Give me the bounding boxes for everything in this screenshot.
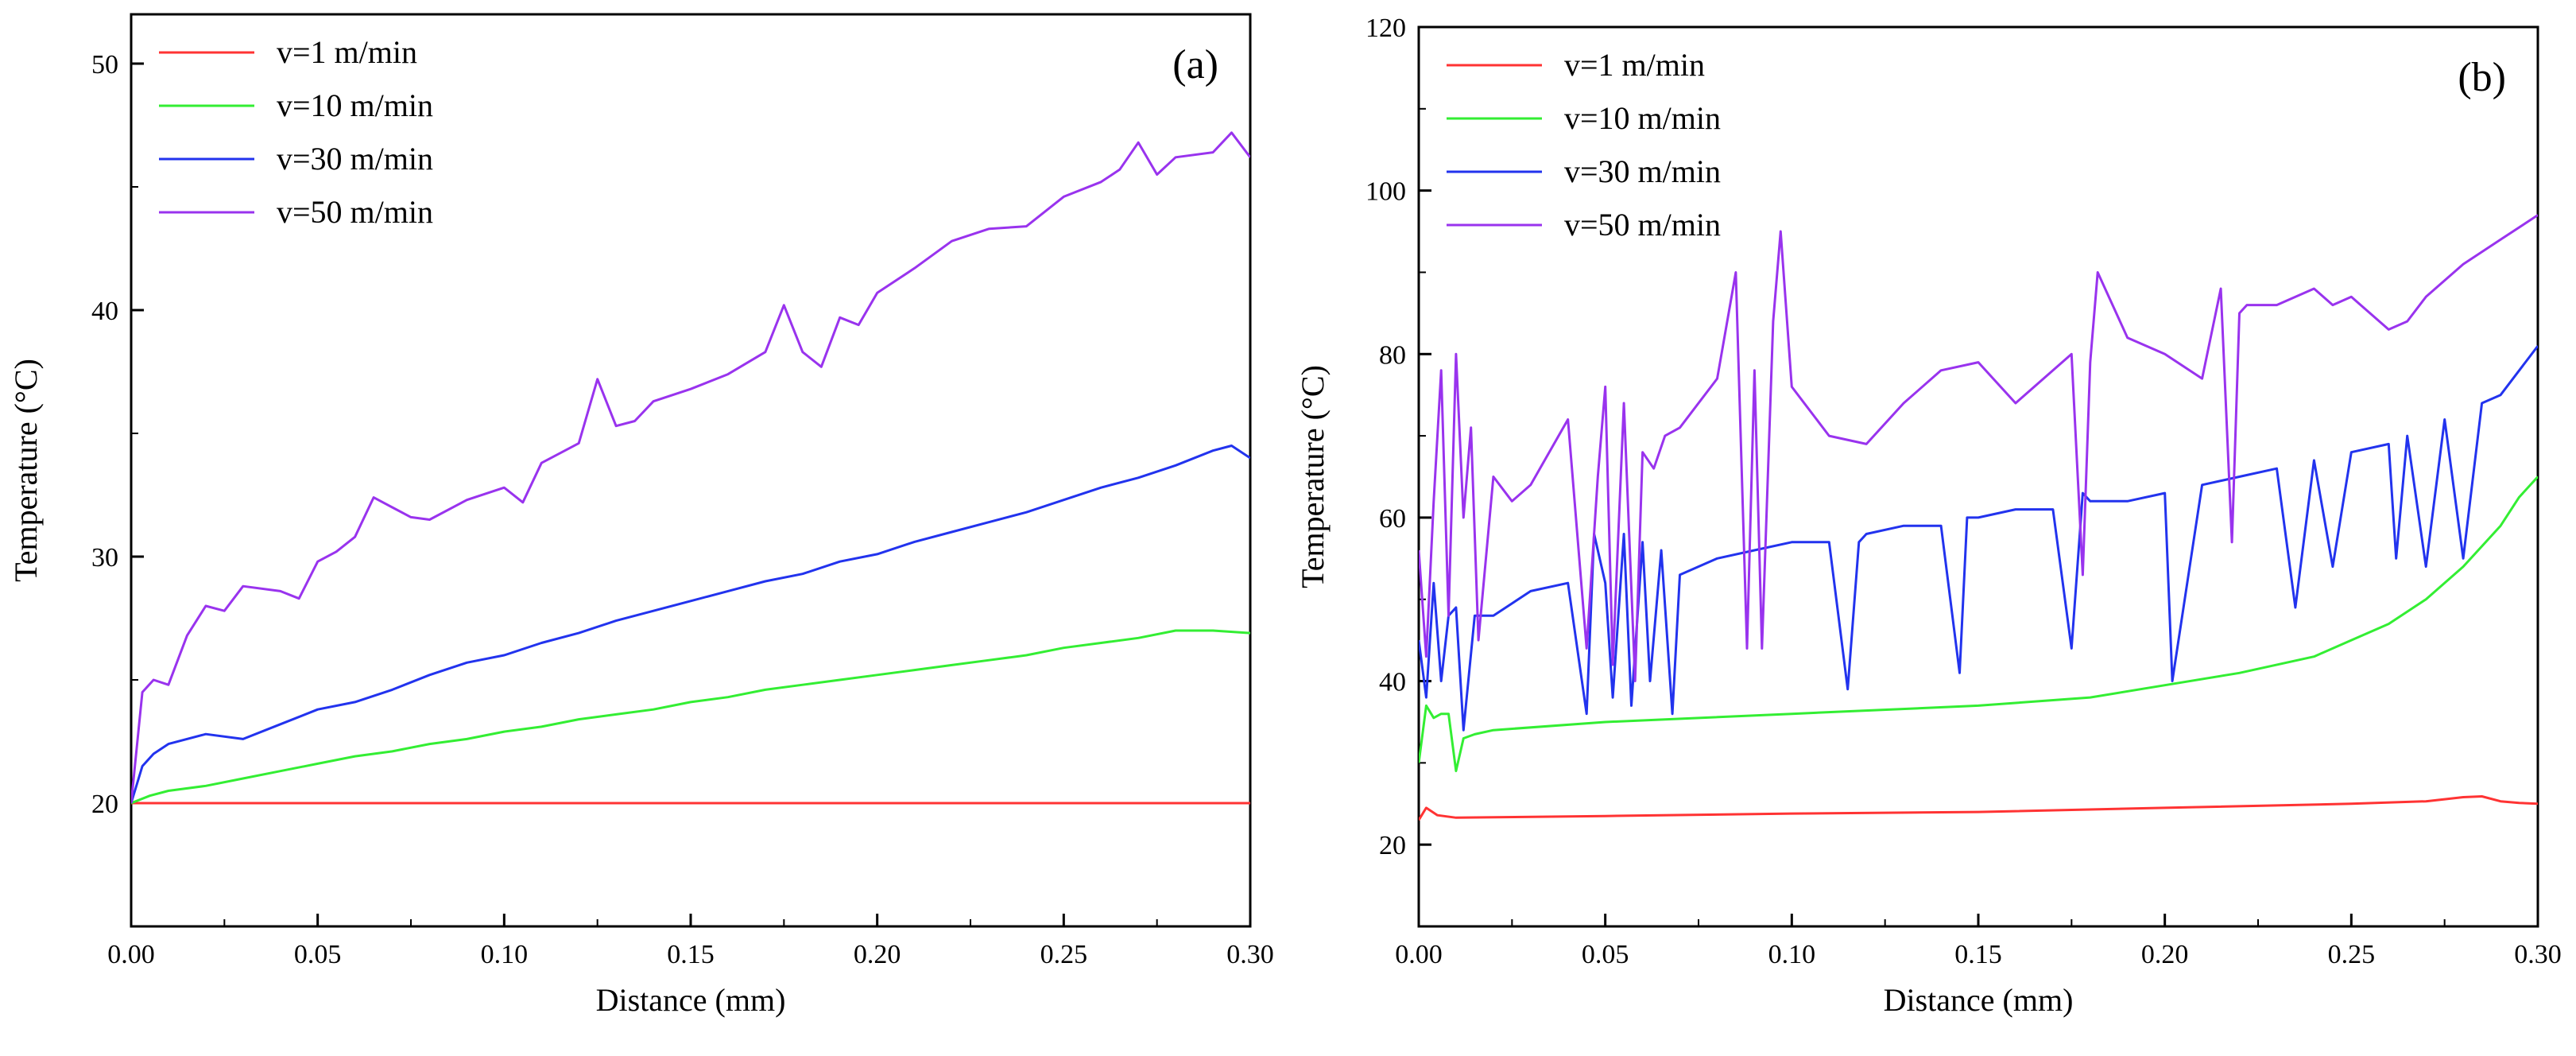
y-tick-label: 100 [1365,177,1406,207]
series-line-v-50-m-min [131,131,1250,804]
x-axis-title: Distance (mm) [1884,982,2074,1018]
series-line-v-1-m-min [1419,795,2538,821]
x-axis-title: Distance (mm) [596,982,786,1018]
panel-label: (b) [2458,55,2506,100]
x-tick-label: 0.30 [2514,940,2562,969]
x-tick-label: 0.25 [2328,940,2376,969]
y-tick-label: 80 [1379,340,1406,370]
series-line-v-30-m-min [131,445,1250,804]
x-tick-label: 0.05 [294,940,342,969]
legend-label: v=50 m/min [1564,207,1721,243]
series-line-v-30-m-min [1419,345,2538,732]
legend-label: v=1 m/min [277,34,417,70]
x-tick-label: 0.00 [107,940,155,969]
y-axis-title: Temperature (°C) [8,359,44,582]
legend-label: v=1 m/min [1564,47,1705,83]
x-tick-label: 0.10 [481,940,529,969]
chart-panel-a: 0.00 0.05 0.10 0.15 0.20 0.25 0.30 20 30 40 50 Dist… [8,13,1274,1018]
legend-label: v=10 m/min [1564,100,1721,136]
y-tick-label: 40 [1379,668,1406,697]
y-tick-label: 20 [1379,831,1406,860]
y-tick-label: 40 [91,297,118,326]
x-tick-label: 0.15 [667,940,715,969]
legend-label: v=50 m/min [277,194,433,230]
series-line-v-10-m-min [1419,476,2538,773]
y-tick-label: 60 [1379,504,1406,534]
x-tick-label: 0.15 [1954,940,2002,969]
x-tick-label: 0.00 [1395,940,1443,969]
y-tick-label: 30 [91,543,118,573]
y-tick-label: 50 [91,50,118,80]
chart-panel-b: 0.00 0.05 0.10 0.15 0.20 0.25 0.30 20 40 60 80 100 1… [1295,14,2562,1018]
x-tick-label: 0.05 [1582,940,1629,969]
series-line-v-50-m-min [1419,214,2538,682]
y-tick-label: 20 [91,790,118,819]
legend-label: v=30 m/min [277,141,433,177]
x-tick-label: 0.25 [1040,940,1088,969]
panel-label: (a) [1172,42,1218,87]
y-tick-label: 120 [1365,14,1406,43]
x-tick-label: 0.20 [854,940,901,969]
y-axis-title: Temperature (°C) [1295,365,1331,588]
legend-label: v=10 m/min [277,87,433,123]
x-tick-label: 0.30 [1226,940,1274,969]
x-tick-label: 0.20 [2141,940,2189,969]
series-line-v-10-m-min [131,629,1250,805]
legend-label: v=30 m/min [1564,153,1721,189]
x-tick-label: 0.10 [1768,940,1816,969]
